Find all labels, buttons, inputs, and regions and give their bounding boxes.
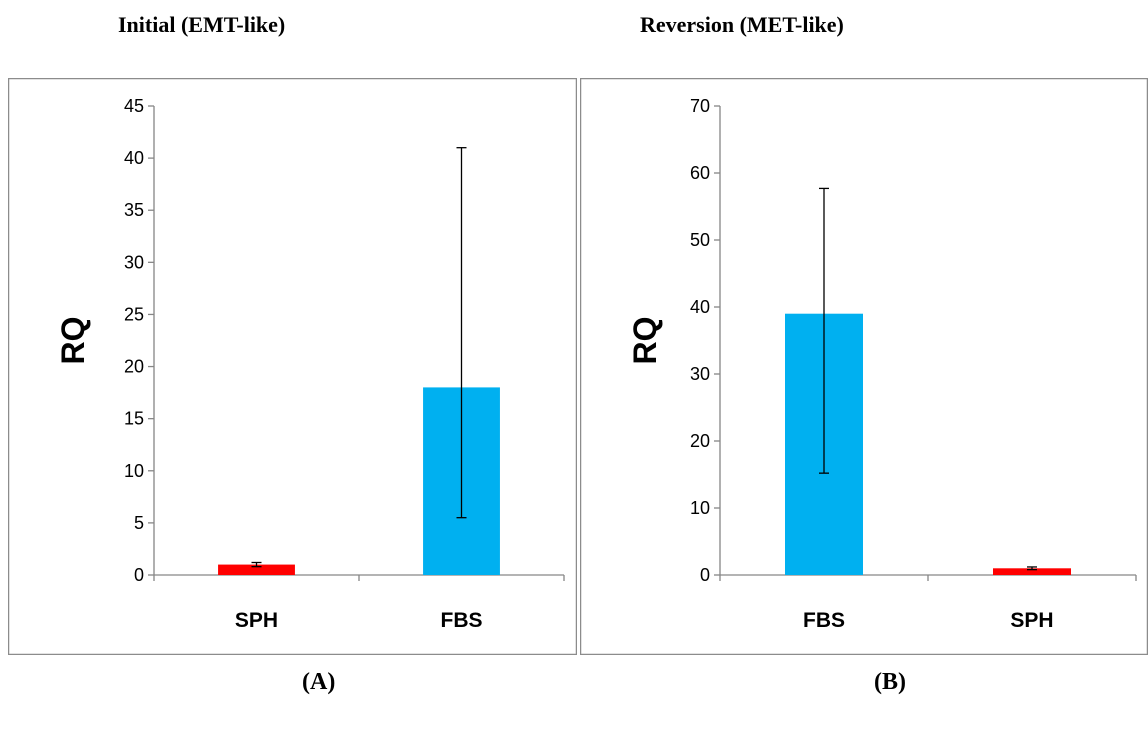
y-tick-label: 50 <box>690 230 710 250</box>
chart-border <box>580 78 1148 655</box>
y-tick-label: 10 <box>124 461 144 481</box>
y-tick-label: 40 <box>124 148 144 168</box>
y-tick-label: 5 <box>134 513 144 533</box>
panel-label-b: (B) <box>874 669 906 695</box>
y-tick-label: 70 <box>690 96 710 116</box>
panel-label-a: (A) <box>302 669 336 695</box>
x-tick-label-sph: SPH <box>1010 609 1053 632</box>
chart-title-a: Initial (EMT-like) <box>118 12 286 37</box>
y-tick-label: 30 <box>124 252 144 272</box>
y-tick-label: 45 <box>124 96 144 116</box>
y-tick-label: 35 <box>124 200 144 220</box>
y-axis-title: RQ <box>55 317 91 365</box>
y-tick-label: 60 <box>690 163 710 183</box>
y-tick-label: 20 <box>690 431 710 451</box>
y-tick-label: 0 <box>700 565 710 585</box>
x-tick-label-fbs: FBS <box>803 609 845 632</box>
y-tick-label: 15 <box>124 409 144 429</box>
y-tick-label: 25 <box>124 304 144 324</box>
bar-sph <box>218 564 295 575</box>
y-tick-label: 10 <box>690 498 710 518</box>
y-tick-label: 30 <box>690 364 710 384</box>
x-tick-label-sph: SPH <box>235 609 278 632</box>
y-axis-title: RQ <box>627 317 663 365</box>
chart-panel-a: 0 5 10 15 20 25 30 35 40 45 SPH FBS RQ <box>8 78 577 655</box>
y-tick-label: 20 <box>124 357 144 377</box>
y-tick-label: 40 <box>690 297 710 317</box>
x-tick-label-fbs: FBS <box>441 609 483 632</box>
bar-sph <box>993 568 1071 575</box>
chart-title-b: Reversion (MET-like) <box>640 12 844 37</box>
chart-panel-b: 0 10 20 30 40 50 60 70 FBS SPH RQ <box>580 78 1148 655</box>
y-tick-label: 0 <box>134 565 144 585</box>
